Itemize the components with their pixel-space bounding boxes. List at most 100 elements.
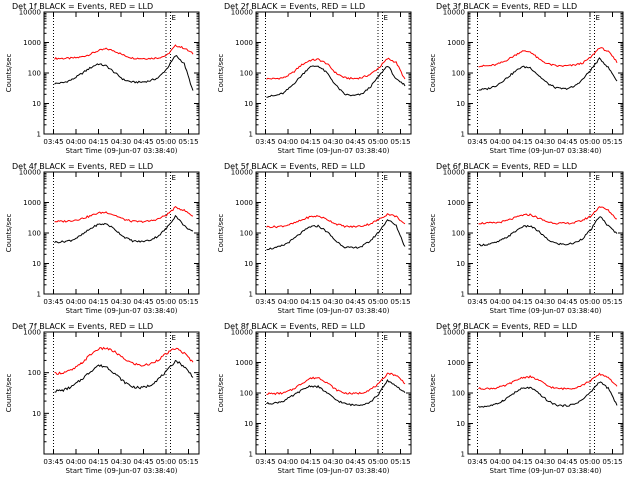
series-line-events	[478, 216, 618, 247]
y-tick-label: 10000	[19, 169, 41, 177]
y-axis-label: Counts/sec	[429, 374, 437, 413]
y-tick-label: 1	[249, 291, 253, 299]
y-tick-label: 10000	[231, 169, 253, 177]
y-axis-label: Counts/sec	[429, 214, 437, 253]
plot-frame	[467, 171, 624, 295]
x-axis-label: Start Time (09-Jun-07 03:38:40)	[490, 307, 602, 315]
series-line-lld	[266, 57, 406, 80]
x-tick-label: 04:00	[278, 298, 298, 306]
series-line-events	[266, 65, 406, 98]
flag-label: E	[172, 14, 176, 22]
y-tick-label: 10000	[19, 9, 41, 17]
y-tick-label: 10	[32, 410, 41, 418]
series-line-lld	[478, 372, 618, 391]
y-tick-label: 100	[452, 230, 465, 238]
y-tick-label: 10000	[443, 329, 465, 337]
x-tick-label: 04:15	[88, 298, 108, 306]
series-line-lld	[54, 44, 194, 61]
y-axis-label: Counts/sec	[5, 214, 13, 253]
y-tick-label: 10	[32, 100, 41, 108]
y-tick-label: 1000	[235, 39, 253, 47]
x-tick-label: 05:15	[178, 458, 198, 466]
series-line-lld	[478, 47, 618, 68]
x-axis-label: Start Time (09-Jun-07 03:38:40)	[278, 147, 390, 155]
y-axis-label: Counts/sec	[5, 54, 13, 93]
x-tick-label: 04:00	[278, 138, 298, 146]
y-tick-label: 1	[461, 451, 465, 459]
y-tick-label: 10000	[443, 9, 465, 17]
x-tick-label: 04:15	[300, 458, 320, 466]
y-tick-label: 100	[28, 230, 41, 238]
plot-frame	[255, 11, 412, 135]
y-axis-label: Counts/sec	[217, 54, 225, 93]
x-tick-label: 05:15	[602, 298, 622, 306]
x-tick-label: 04:00	[66, 458, 86, 466]
x-tick-label: 04:30	[323, 138, 343, 146]
plot-frame	[467, 11, 624, 135]
flag-label: E	[384, 14, 388, 22]
x-tick-label: 05:00	[580, 138, 600, 146]
x-tick-label: 04:45	[557, 458, 577, 466]
panel-7: Det 7f BLACK = Events, RED = LLD 10 100 100…	[5, 322, 200, 475]
x-tick-label: 03:45	[43, 458, 63, 466]
flag-label: E	[384, 174, 388, 182]
x-tick-label: 05:15	[178, 138, 198, 146]
series-line-lld	[54, 346, 194, 375]
x-axis-label: Start Time (09-Jun-07 03:38:40)	[66, 307, 178, 315]
x-tick-label: 04:15	[512, 458, 532, 466]
x-tick-label: 04:30	[323, 298, 343, 306]
x-tick-label: 04:15	[300, 138, 320, 146]
x-tick-label: 03:45	[467, 458, 487, 466]
x-tick-label: 04:00	[66, 138, 86, 146]
y-tick-label: 100	[240, 230, 253, 238]
x-tick-label: 03:45	[467, 298, 487, 306]
flag-label: E	[384, 334, 388, 342]
plot-frame	[255, 331, 412, 455]
y-tick-label: 1	[249, 131, 253, 139]
y-tick-label: 10	[244, 100, 253, 108]
y-axis-label: Counts/sec	[5, 374, 13, 413]
panel-title: Det 6f BLACK = Events, RED = LLD	[436, 162, 577, 171]
series-line-lld	[478, 206, 618, 225]
x-tick-label: 04:30	[535, 298, 555, 306]
panel-title: Det 4f BLACK = Events, RED = LLD	[12, 162, 153, 171]
x-axis-label: Start Time (09-Jun-07 03:38:40)	[490, 147, 602, 155]
y-tick-label: 10	[32, 260, 41, 268]
y-tick-label: 10	[456, 260, 465, 268]
flag-label: E	[596, 14, 600, 22]
x-tick-label: 05:15	[390, 298, 410, 306]
series-line-events	[54, 54, 194, 91]
x-tick-label: 04:45	[557, 298, 577, 306]
x-tick-label: 03:45	[255, 138, 275, 146]
y-tick-label: 100	[452, 390, 465, 398]
x-tick-label: 04:30	[111, 458, 131, 466]
x-tick-label: 05:15	[602, 138, 622, 146]
x-tick-label: 04:00	[66, 298, 86, 306]
y-tick-label: 10000	[231, 329, 253, 337]
x-tick-label: 04:15	[512, 298, 532, 306]
x-tick-label: 05:00	[156, 298, 176, 306]
panel-1: Det 1f BLACK = Events, RED = LLD 1 10 100 10…	[5, 2, 200, 155]
x-tick-label: 05:15	[390, 458, 410, 466]
y-tick-label: 1	[461, 131, 465, 139]
panel-5: Det 5f BLACK = Events, RED = LLD 1 10 100 10…	[217, 162, 412, 315]
y-tick-label: 10	[244, 420, 253, 428]
series-line-events	[266, 219, 406, 251]
x-tick-label: 04:45	[133, 458, 153, 466]
x-tick-label: 04:15	[300, 298, 320, 306]
x-tick-label: 04:00	[278, 458, 298, 466]
y-tick-label: 100	[240, 390, 253, 398]
y-tick-label: 1000	[23, 199, 41, 207]
x-tick-label: 05:15	[602, 458, 622, 466]
x-tick-label: 05:00	[156, 138, 176, 146]
x-tick-label: 03:45	[43, 298, 63, 306]
y-tick-label: 100	[28, 369, 41, 377]
x-tick-label: 05:00	[368, 138, 388, 146]
y-tick-label: 1000	[23, 39, 41, 47]
y-axis-label: Counts/sec	[217, 214, 225, 253]
x-tick-label: 04:15	[88, 138, 108, 146]
panel-title: Det 9f BLACK = Events, RED = LLD	[436, 322, 577, 331]
flag-label: E	[596, 174, 600, 182]
x-tick-label: 04:15	[512, 138, 532, 146]
